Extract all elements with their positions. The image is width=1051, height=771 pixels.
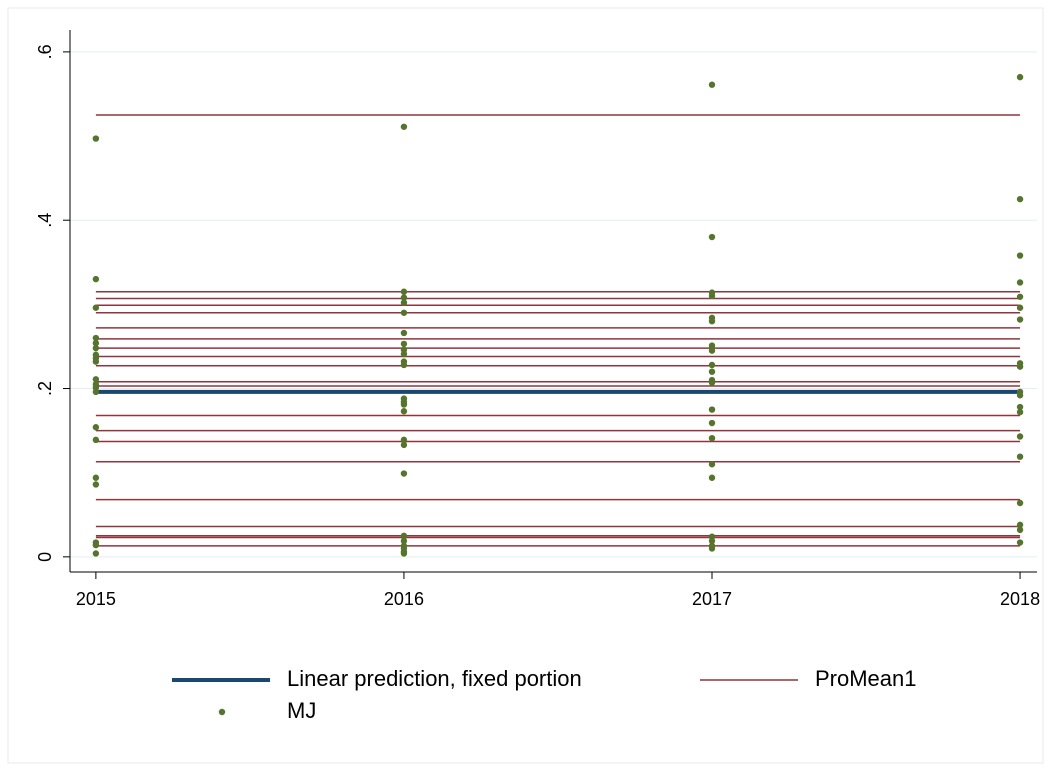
legend-label: ProMean1 <box>815 666 917 691</box>
point <box>708 545 716 552</box>
point <box>400 299 408 306</box>
point <box>92 339 100 347</box>
point <box>1016 252 1024 259</box>
point <box>400 470 408 477</box>
point <box>1016 293 1024 300</box>
point <box>708 81 716 88</box>
point <box>92 358 100 365</box>
point <box>1016 304 1024 311</box>
point <box>92 388 100 396</box>
point <box>400 123 408 130</box>
point <box>1016 363 1024 370</box>
point <box>400 532 408 540</box>
point <box>1016 433 1024 440</box>
point <box>400 537 408 545</box>
point <box>92 304 100 311</box>
point <box>400 350 408 358</box>
point <box>400 441 408 449</box>
point <box>92 376 100 383</box>
point <box>92 541 100 549</box>
point <box>1016 526 1024 534</box>
point <box>708 434 716 442</box>
point <box>400 436 408 444</box>
point <box>400 361 408 369</box>
point <box>92 474 100 481</box>
point <box>708 292 716 300</box>
point <box>400 309 408 316</box>
point <box>1016 403 1024 411</box>
x-tick-label: 2018 <box>1000 589 1040 609</box>
point <box>92 424 100 431</box>
y-tick-label: .6 <box>35 44 55 59</box>
point <box>708 406 716 413</box>
point <box>400 288 408 295</box>
point <box>400 329 408 337</box>
legend-label: Linear prediction, fixed portion <box>287 666 582 691</box>
point <box>708 461 716 468</box>
point <box>92 481 100 488</box>
point <box>92 135 100 142</box>
point <box>1016 195 1024 203</box>
point <box>400 340 408 348</box>
point <box>1016 73 1024 81</box>
point <box>400 401 408 408</box>
point <box>400 294 408 301</box>
point <box>708 419 716 427</box>
point <box>708 379 716 386</box>
x-tick-label: 2017 <box>692 589 732 609</box>
point <box>1016 316 1024 323</box>
point <box>708 368 716 375</box>
point <box>92 550 100 557</box>
point <box>708 317 716 325</box>
point <box>708 537 716 545</box>
point <box>92 275 100 283</box>
point <box>1016 539 1024 546</box>
point <box>708 474 716 481</box>
legend-swatch <box>218 708 226 716</box>
point <box>92 334 100 342</box>
point <box>400 550 408 557</box>
point <box>1016 279 1024 286</box>
legend-label: MJ <box>287 698 316 723</box>
point <box>1016 408 1024 416</box>
point <box>708 233 716 241</box>
point <box>708 361 716 369</box>
point <box>708 342 716 349</box>
point <box>1016 392 1024 399</box>
point <box>708 347 716 354</box>
y-tick-label: .2 <box>35 381 55 396</box>
point <box>1016 521 1024 529</box>
point <box>92 436 100 444</box>
y-tick-label: .4 <box>35 213 55 228</box>
point <box>1016 453 1024 460</box>
point <box>1016 499 1024 507</box>
y-tick-label: 0 <box>35 552 55 562</box>
point <box>400 408 408 415</box>
x-tick-label: 2016 <box>384 589 424 609</box>
x-tick-label: 2015 <box>76 589 116 609</box>
point <box>92 344 100 352</box>
